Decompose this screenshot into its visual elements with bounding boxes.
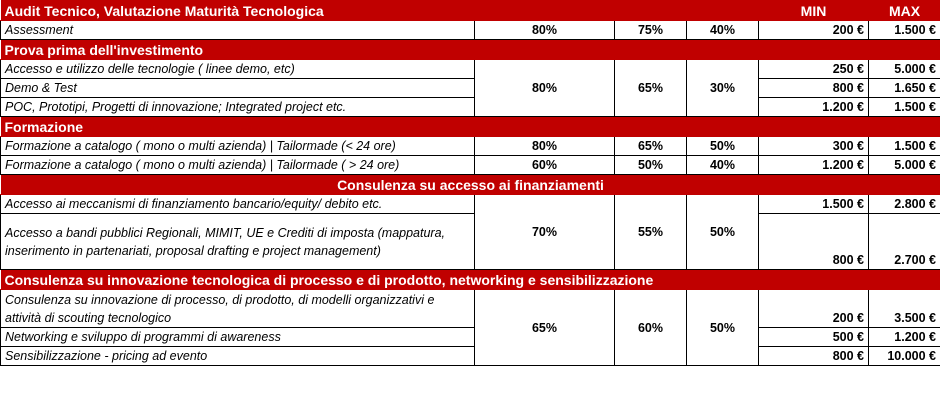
table-row: Sensibilizzazione - pricing ad evento 80…	[0, 346, 940, 366]
max-value: 1.500 €	[868, 97, 940, 117]
table-row: Assessment 80% 75% 40% 200 € 1.500 €	[0, 20, 940, 40]
min-value: 1.500 €	[758, 194, 869, 214]
max-value: 1.200 €	[868, 327, 940, 347]
row-label: Networking e sviluppo di programmi di aw…	[0, 327, 475, 347]
pct-col-2: 60%	[614, 289, 687, 366]
max-value: 5.000 €	[868, 155, 940, 175]
max-value: 2.800 €	[868, 194, 940, 214]
pct-col-3: 30%	[686, 59, 759, 117]
pct-col-3: 50%	[686, 289, 759, 366]
min-header: MIN	[758, 0, 869, 21]
table-row: POC, Prototipi, Progetti di innovazione;…	[0, 97, 940, 117]
row-label: Formazione a catalogo ( mono o multi azi…	[0, 155, 475, 175]
table-row: Accesso a bandi pubblici Regionali, MIMI…	[0, 213, 940, 270]
section-title: Prova prima dell'investimento	[0, 39, 940, 60]
pct-col-2: 50%	[614, 155, 687, 175]
table-row: Accesso ai meccanismi di finanziamento b…	[0, 194, 940, 270]
row-label: Formazione a catalogo ( mono o multi azi…	[0, 136, 475, 156]
table-row: Formazione a catalogo ( mono o multi azi…	[0, 155, 940, 175]
pct-col-3: 50%	[686, 136, 759, 156]
section-title: Formazione	[0, 116, 940, 137]
row-label: Accesso e utilizzo delle tecnologie ( li…	[0, 59, 475, 79]
pct-col-1: 70%	[474, 194, 615, 270]
blank-cell	[614, 0, 687, 21]
min-value: 500 €	[758, 327, 869, 347]
table-row: Accesso e utilizzo delle tecnologie ( li…	[0, 59, 940, 117]
blank-cell	[474, 0, 615, 21]
max-value: 1.500 €	[868, 20, 940, 40]
section-header: Prova prima dell'investimento	[0, 39, 940, 60]
section-header: Consulenza su accesso ai finanziamenti	[0, 174, 940, 195]
section-header: Consulenza su innovazione tecnologica di…	[0, 269, 940, 290]
section-title: Consulenza su innovazione tecnologica di…	[0, 269, 940, 290]
section-title: Consulenza su accesso ai finanziamenti	[0, 174, 940, 195]
min-value: 1.200 €	[758, 97, 869, 117]
table-row: Networking e sviluppo di programmi di aw…	[0, 327, 940, 347]
max-value: 1.500 €	[868, 136, 940, 156]
min-value: 800 €	[758, 213, 869, 270]
min-value: 300 €	[758, 136, 869, 156]
table-row: Demo & Test 800 € 1.650 €	[0, 78, 940, 98]
pct-col-1: 65%	[474, 289, 615, 366]
pct-col-1: 80%	[474, 59, 615, 117]
max-value: 5.000 €	[868, 59, 940, 79]
row-label: Assessment	[0, 20, 475, 40]
pct-col-2: 65%	[614, 59, 687, 117]
pct-col-2: 65%	[614, 136, 687, 156]
table-row: Formazione a catalogo ( mono o multi azi…	[0, 136, 940, 156]
row-label: POC, Prototipi, Progetti di innovazione;…	[0, 97, 475, 117]
row-label: Accesso a bandi pubblici Regionali, MIMI…	[0, 213, 475, 270]
pct-col-3: 50%	[686, 194, 759, 270]
table-row: Consulenza su innovazione di processo, d…	[0, 289, 940, 366]
pct-col-1: 60%	[474, 155, 615, 175]
blank-cell	[686, 0, 759, 21]
section-title: Audit Tecnico, Valutazione Maturità Tecn…	[0, 0, 475, 21]
min-value: 800 €	[758, 346, 869, 366]
min-value: 200 €	[758, 289, 869, 328]
max-value: 1.650 €	[868, 78, 940, 98]
pct-col-3: 40%	[686, 155, 759, 175]
max-value: 10.000 €	[868, 346, 940, 366]
row-label: Consulenza su innovazione di processo, d…	[0, 289, 475, 328]
section-header: Formazione	[0, 116, 940, 137]
row-label: Accesso ai meccanismi di finanziamento b…	[0, 194, 475, 214]
pct-col-1: 80%	[474, 136, 615, 156]
min-value: 250 €	[758, 59, 869, 79]
min-value: 200 €	[758, 20, 869, 40]
pct-col-3: 40%	[686, 20, 759, 40]
pct-col-2: 55%	[614, 194, 687, 270]
min-value: 1.200 €	[758, 155, 869, 175]
max-value: 3.500 €	[868, 289, 940, 328]
pct-col-1: 80%	[474, 20, 615, 40]
min-value: 800 €	[758, 78, 869, 98]
pricing-table: Audit Tecnico, Valutazione Maturità Tecn…	[0, 0, 940, 366]
max-value: 2.700 €	[868, 213, 940, 270]
row-label: Sensibilizzazione - pricing ad evento	[0, 346, 475, 366]
pct-col-2: 75%	[614, 20, 687, 40]
row-label: Demo & Test	[0, 78, 475, 98]
section-header: Audit Tecnico, Valutazione Maturità Tecn…	[0, 0, 940, 21]
max-header: MAX	[868, 0, 940, 21]
